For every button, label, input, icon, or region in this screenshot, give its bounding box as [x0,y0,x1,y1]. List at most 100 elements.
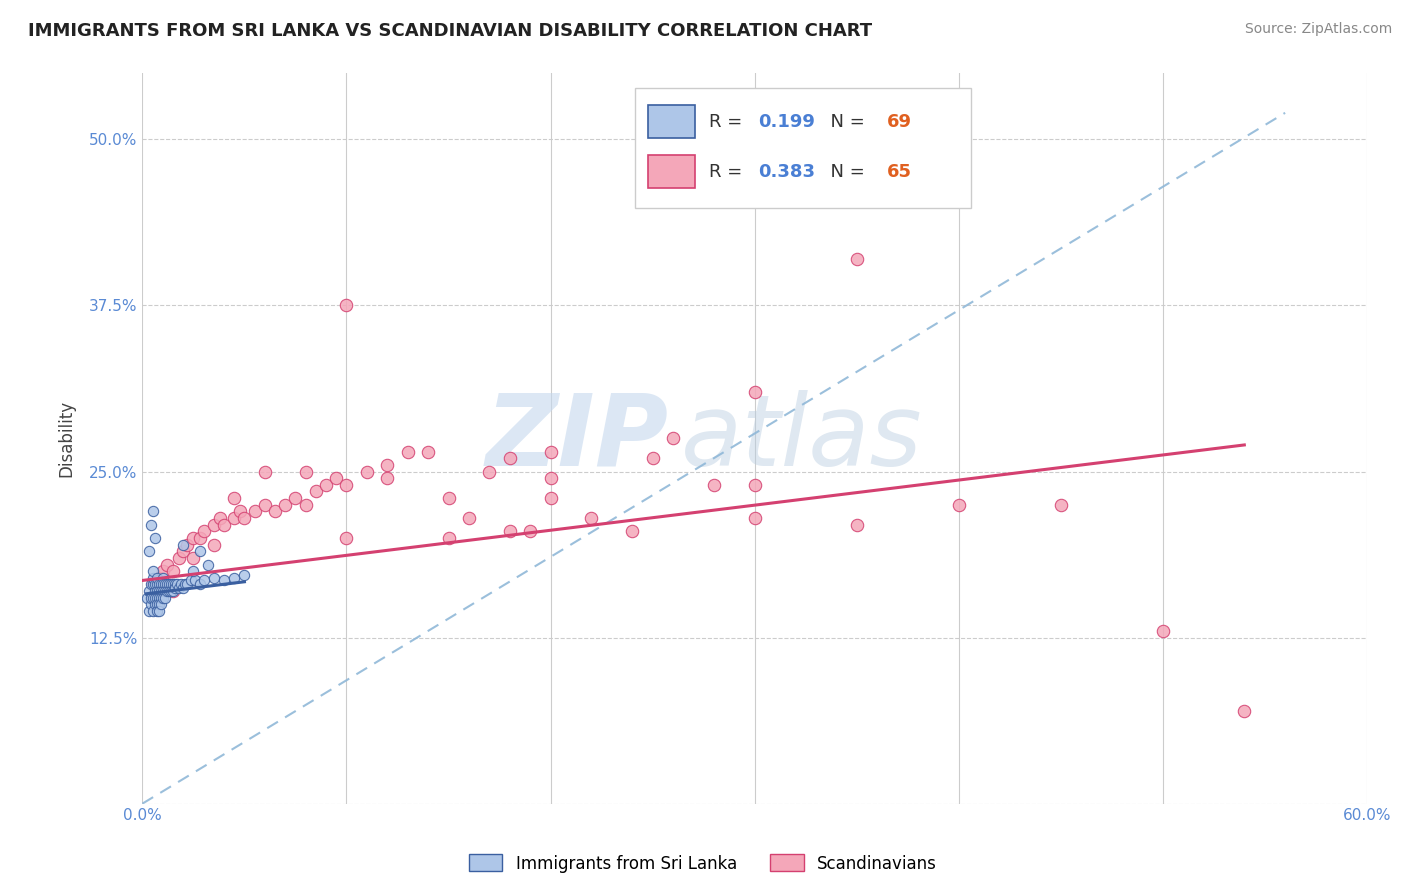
Point [176,538,198,552]
Point [335,531,357,545]
Point [193,574,215,588]
Point [138,604,160,618]
Point [253,498,276,512]
Point [156,577,179,591]
FancyBboxPatch shape [648,155,695,188]
Point [148,571,170,585]
Point [274,498,297,512]
Point [165,577,187,591]
Point [142,571,165,585]
Point [264,504,287,518]
Point [145,598,167,612]
Text: R =: R = [709,113,748,131]
Point [284,491,307,505]
Point [202,538,225,552]
Text: atlas: atlas [681,390,922,487]
Point [540,471,562,485]
FancyBboxPatch shape [648,105,695,138]
Point [315,477,337,491]
Point [294,498,316,512]
Point [356,465,378,479]
Point [202,571,225,585]
Point [160,577,183,591]
Point [153,584,176,599]
Point [180,574,202,588]
Point [253,465,276,479]
Text: N =: N = [820,113,870,131]
Point [156,558,179,572]
Point [142,591,165,605]
Point [139,598,162,612]
Point [229,504,252,518]
Point [437,491,460,505]
Point [145,591,167,605]
Point [744,384,766,399]
Point [157,577,180,591]
Legend: Immigrants from Sri Lanka, Scandinavians: Immigrants from Sri Lanka, Scandinavians [463,847,943,880]
Point [396,444,419,458]
Point [149,577,172,591]
Point [519,524,541,539]
Point [1049,498,1071,512]
Point [166,577,188,591]
Point [294,465,316,479]
Point [148,598,170,612]
Text: N =: N = [820,162,870,180]
Point [184,574,207,588]
Point [145,571,167,585]
Point [744,477,766,491]
Point [478,465,501,479]
Point [188,544,211,558]
Point [138,584,160,599]
Point [621,524,644,539]
Point [139,577,162,591]
Point [139,591,162,605]
Point [152,577,174,591]
Point [142,604,165,618]
Point [335,477,357,491]
Point [641,451,664,466]
Point [540,444,562,458]
Text: R =: R = [709,162,748,180]
Point [153,577,176,591]
Point [540,491,562,505]
Text: 65: 65 [887,162,912,180]
Text: Source: ZipAtlas.com: Source: ZipAtlas.com [1244,22,1392,37]
Point [152,584,174,599]
Point [948,498,970,512]
Point [142,564,165,578]
Text: 69: 69 [887,113,912,131]
Point [148,591,170,605]
Point [152,571,174,585]
Point [243,504,266,518]
Text: 0.199: 0.199 [758,113,815,131]
Y-axis label: Disability: Disability [58,400,75,477]
Point [183,531,205,545]
Point [170,577,193,591]
FancyBboxPatch shape [634,87,972,208]
Point [167,550,190,565]
Point [174,577,197,591]
Point [208,511,231,525]
Point [162,564,184,578]
Point [499,524,522,539]
Point [157,584,180,599]
Point [948,145,970,160]
Point [212,517,235,532]
Point [335,298,357,312]
Text: IMMIGRANTS FROM SRI LANKA VS SCANDINAVIAN DISABILITY CORRELATION CHART: IMMIGRANTS FROM SRI LANKA VS SCANDINAVIA… [28,22,872,40]
Point [142,577,165,591]
Point [188,577,211,591]
Point [458,511,481,525]
Point [581,511,603,525]
Point [224,491,246,505]
Point [167,582,190,596]
Point [139,517,162,532]
Point [183,550,205,565]
Point [152,564,174,578]
Point [165,582,187,596]
Point [148,577,170,591]
Point [305,484,328,499]
Point [325,471,347,485]
Point [375,471,398,485]
